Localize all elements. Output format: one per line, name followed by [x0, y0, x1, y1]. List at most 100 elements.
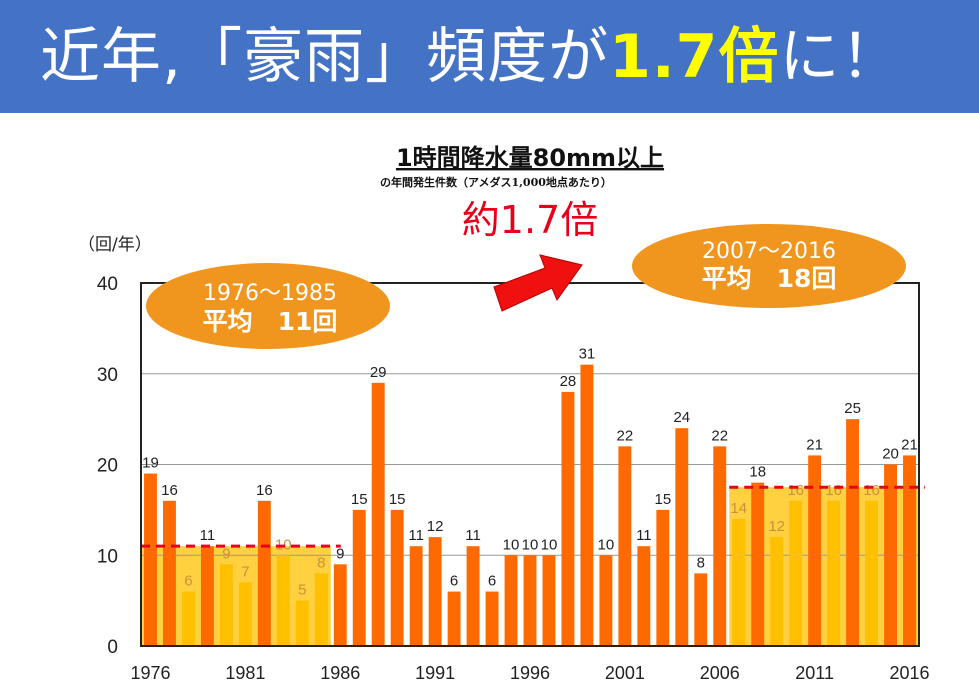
bar-1981 — [238, 582, 252, 646]
data-label-1980: 9 — [222, 545, 230, 562]
data-label-1984: 5 — [298, 582, 306, 599]
bar-1994 — [485, 591, 499, 646]
y-tick-label: 20 — [97, 456, 118, 477]
data-label-1986: 9 — [336, 545, 344, 562]
y-axis-unit: （回/年） — [78, 235, 152, 255]
data-label-1979: 11 — [200, 527, 216, 544]
bar-2002 — [637, 546, 651, 646]
bar-1978 — [181, 591, 195, 646]
data-label-1991: 12 — [427, 518, 444, 535]
bar-2011 — [808, 455, 822, 646]
bar-2003 — [656, 509, 670, 646]
bar-1986 — [333, 564, 347, 646]
data-label-1994: 6 — [488, 573, 496, 590]
bar-1993 — [466, 546, 480, 646]
data-label-2003: 15 — [654, 491, 671, 508]
data-label-2008: 18 — [749, 464, 766, 481]
bar-1982 — [257, 500, 271, 646]
data-label-1978: 6 — [184, 573, 192, 590]
y-tick-label: 40 — [97, 274, 118, 295]
y-axis-ticks: 0 10 20 30 40 — [97, 274, 118, 658]
data-label-1977: 16 — [161, 482, 178, 499]
increase-arrow-icon — [493, 254, 583, 312]
headline-suffix: に！ — [779, 22, 902, 92]
bar-2012 — [827, 500, 841, 646]
data-label-1993: 11 — [465, 527, 481, 544]
x-tick-label: 2001 — [605, 663, 645, 683]
bar-1992 — [447, 591, 461, 646]
data-label-1996: 10 — [522, 536, 539, 553]
bar-1988 — [371, 382, 385, 646]
x-tick-label: 2011 — [795, 663, 834, 683]
period-2-label: 2007～2016 — [702, 239, 836, 264]
y-tick-label: 10 — [97, 546, 118, 567]
x-tick-label: 1981 — [225, 663, 265, 683]
bar-1989 — [390, 509, 404, 646]
headline-highlight: 1.7倍 — [609, 22, 780, 92]
data-label-1985: 8 — [317, 554, 325, 571]
headline: 近年,「豪雨」頻度が1.7倍に！ — [40, 12, 960, 102]
bar-1985 — [314, 573, 328, 646]
headline-banner: 近年,「豪雨」頻度が1.7倍に！ — [0, 0, 979, 113]
headline-prefix: 近年,「豪雨」頻度が — [40, 22, 610, 92]
data-label-1976: 19 — [142, 455, 159, 472]
chart-subtitle: の年間発生件数（アメダス1,000地点あたり） — [380, 175, 612, 189]
data-label-1988: 29 — [370, 364, 387, 381]
period-2-average: 平均 18回 — [702, 264, 837, 293]
rainfall-chart: 1時間降水量80mm以上 の年間発生件数（アメダス1,000地点あたり） 約1.… — [78, 144, 930, 683]
data-label-1981: 7 — [241, 563, 249, 580]
data-label-2016: 21 — [901, 436, 918, 453]
ratio-label: 約1.7倍 — [462, 198, 598, 242]
bar-1997 — [542, 555, 556, 646]
period-2-oval: 2007～2016 平均 18回 — [632, 224, 906, 308]
bar-2009 — [770, 537, 784, 646]
x-tick-label: 1996 — [510, 663, 550, 683]
data-label-2006: 22 — [711, 427, 728, 444]
data-label-1992: 6 — [450, 573, 458, 590]
data-label-1997: 10 — [541, 536, 558, 553]
data-label-2015: 20 — [882, 446, 899, 463]
bar-1991 — [428, 537, 442, 646]
y-tick-label: 30 — [97, 365, 118, 386]
data-label-2007: 14 — [730, 500, 747, 517]
bar-2005 — [694, 573, 708, 646]
period-1-label: 1976～1985 — [203, 281, 337, 306]
data-label-2005: 8 — [697, 554, 705, 571]
bar-1976 — [144, 473, 157, 646]
bars — [144, 364, 916, 646]
data-label-2009: 12 — [768, 518, 785, 535]
bar-2013 — [846, 419, 860, 646]
data-label-2013: 25 — [844, 400, 861, 417]
x-tick-label: 1991 — [415, 663, 455, 683]
bar-1987 — [352, 509, 366, 646]
bar-1996 — [523, 555, 537, 646]
data-label-1995: 10 — [503, 536, 520, 553]
bar-1990 — [409, 546, 423, 646]
bar-1998 — [561, 391, 575, 646]
bar-2004 — [675, 428, 689, 646]
bar-1977 — [163, 500, 176, 646]
bar-2008 — [751, 482, 765, 646]
y-tick-label: 0 — [107, 637, 118, 658]
data-label-1982: 16 — [256, 482, 273, 499]
data-label-2010: 16 — [787, 482, 804, 499]
bar-2001 — [618, 446, 632, 646]
period-1-average: 平均 11回 — [203, 307, 338, 336]
bar-2016 — [903, 455, 916, 646]
bar-1984 — [295, 600, 309, 646]
data-label-2012: 16 — [825, 482, 842, 499]
data-label-1999: 31 — [579, 346, 596, 363]
x-tick-label: 1986 — [320, 663, 360, 683]
bar-1999 — [580, 364, 594, 646]
bar-2007 — [732, 518, 746, 646]
data-label-1987: 15 — [351, 491, 368, 508]
average-lines — [141, 485, 925, 548]
bar-2006 — [713, 446, 727, 646]
chart-title: 1時間降水量80mm以上 — [396, 144, 664, 172]
period-1-oval: 1976～1985 平均 11回 — [146, 263, 390, 349]
bar-2015 — [884, 464, 897, 646]
bar-2000 — [599, 555, 613, 646]
data-label-1990: 11 — [408, 527, 424, 544]
data-label-2002: 11 — [636, 527, 652, 544]
data-labels: 1916611971610589152915111261161010102831… — [142, 346, 918, 599]
